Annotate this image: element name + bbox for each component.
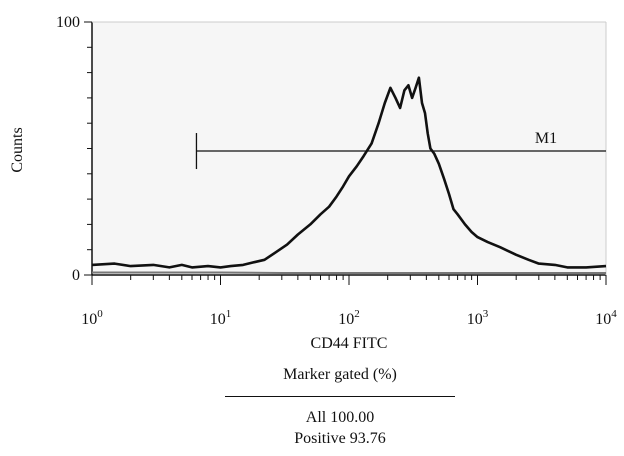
- histogram-series-line: [92, 271, 606, 274]
- ticks-layer: 100 101 102 103 104 0 100: [56, 14, 617, 328]
- plot-background: [92, 22, 606, 275]
- y-tick-label: 100: [56, 14, 80, 31]
- y-axis-label: Counts: [9, 127, 26, 172]
- marker-stats-all: All 100.00: [305, 409, 375, 426]
- series-layer: [91, 76, 607, 274]
- x-tick-label: 103: [467, 308, 489, 328]
- x-axis-label: CD44 FITC: [311, 335, 388, 352]
- marker-stats-divider: [225, 396, 455, 397]
- x-tick-label: 104: [595, 308, 617, 328]
- axes: [91, 21, 607, 276]
- x-tick-label: 100: [81, 308, 103, 328]
- x-tick-label: 102: [338, 308, 360, 328]
- x-tick-label: 101: [210, 308, 232, 328]
- histogram-series-line: [91, 76, 607, 269]
- marker-stats-title: Marker gated (%): [283, 366, 397, 383]
- marker-m1-label: M1: [535, 130, 557, 147]
- marker-stats-positive: Positive 93.76: [294, 430, 386, 447]
- marker-layer: M1: [195, 130, 606, 170]
- y-tick-label: 0: [72, 267, 80, 284]
